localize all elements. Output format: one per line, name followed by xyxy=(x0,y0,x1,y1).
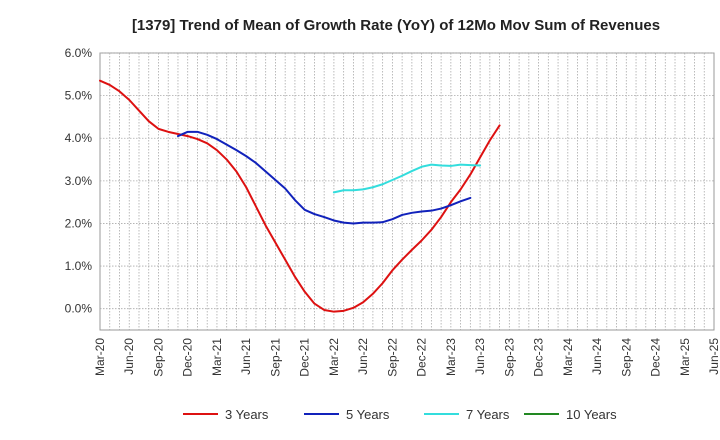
x-tick-label: Dec-24 xyxy=(649,338,663,377)
series-line-7-years xyxy=(332,163,482,194)
legend: 3 Years 5 Years 7 Years 10 Years xyxy=(183,407,617,422)
legend-label: 7 Years xyxy=(466,407,510,422)
x-tick-label: Sep-21 xyxy=(268,338,282,377)
x-tick-label: Mar-25 xyxy=(678,338,692,376)
x-tick-label: Jun-22 xyxy=(356,338,370,375)
x-tick-label: Dec-20 xyxy=(181,338,195,377)
y-tick-label: 3.0% xyxy=(65,174,93,188)
series-line-5-years xyxy=(176,130,472,225)
y-tick-label: 4.0% xyxy=(65,131,93,145)
x-tick-label: Sep-22 xyxy=(385,338,399,377)
x-tick-label: Mar-21 xyxy=(210,338,224,376)
x-tick-label: Jun-20 xyxy=(122,338,136,375)
chart-title: [1379] Trend of Mean of Growth Rate (YoY… xyxy=(132,17,660,34)
x-tick-label: Sep-24 xyxy=(619,338,633,377)
x-tick-label: Jun-24 xyxy=(590,338,604,375)
y-tick-label: 5.0% xyxy=(65,89,93,103)
x-tick-label: Mar-22 xyxy=(327,338,341,376)
x-tick-label: Jun-25 xyxy=(707,338,720,375)
x-tick-label: Sep-20 xyxy=(151,338,165,377)
x-tick-label: Sep-23 xyxy=(502,338,516,377)
legend-label: 3 Years xyxy=(225,407,269,422)
plot-frame xyxy=(99,52,715,331)
y-tick-label: 2.0% xyxy=(65,216,93,230)
x-tick-label: Jun-21 xyxy=(239,338,253,375)
plot-area: 0.0% 1.0% 2.0% 3.0% 4.0% 5.0% 6.0% Mar-20 Jun-20… xyxy=(65,46,720,377)
x-tick-label: Jun-23 xyxy=(473,338,487,375)
y-tick-label: 0.0% xyxy=(65,302,93,316)
x-tick-label: Dec-22 xyxy=(415,338,429,377)
x-tick-label: Mar-24 xyxy=(561,338,575,376)
x-tick-label: Mar-23 xyxy=(444,338,458,376)
x-tick-label: Mar-20 xyxy=(93,338,107,376)
legend-label: 10 Years xyxy=(566,407,617,422)
series-line-3-years xyxy=(99,79,501,313)
y-tick-label: 1.0% xyxy=(65,259,93,273)
x-tick-label: Dec-23 xyxy=(532,338,546,377)
y-tick-label: 6.0% xyxy=(65,46,93,60)
x-tick-label: Dec-21 xyxy=(298,338,312,377)
legend-label: 5 Years xyxy=(346,407,390,422)
